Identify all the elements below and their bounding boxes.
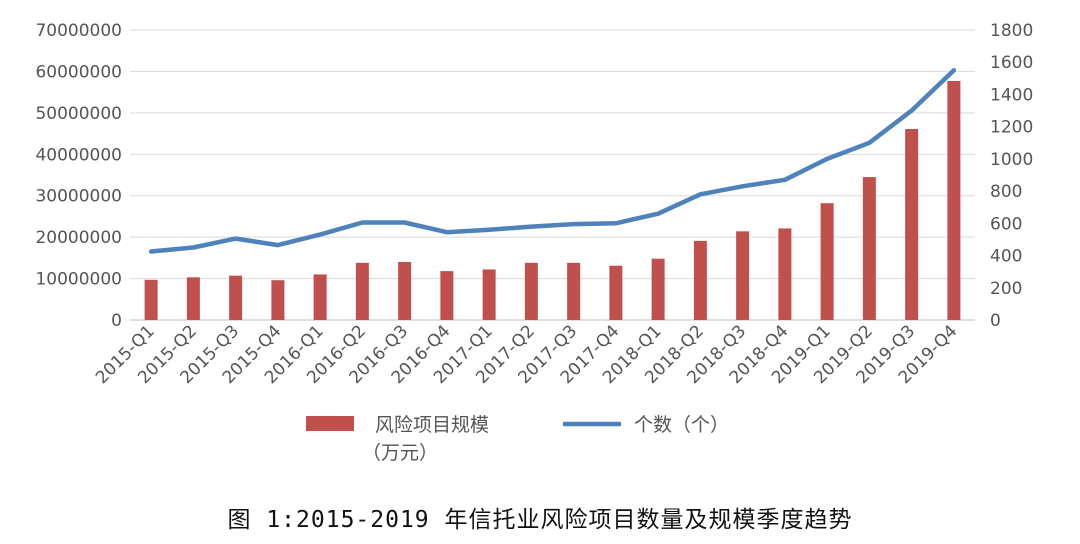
legend-line-label: 个数（个） [634, 414, 729, 436]
bar [862, 177, 876, 320]
left-tick-label: 70000000 [35, 21, 122, 41]
bar [609, 265, 623, 320]
bar [567, 262, 581, 320]
right-tick-label: 1600 [990, 53, 1033, 73]
left-tick-label: 20000000 [35, 228, 122, 248]
right-axis-ticks: 0 200 400 600 800 1000 1200 1400 1600 1800 [990, 21, 1033, 331]
bar [947, 80, 961, 320]
bar [355, 262, 369, 320]
legend-bar-label-unit: （万元） [362, 442, 438, 464]
bar [820, 203, 834, 320]
bar [651, 258, 665, 320]
right-tick-label: 800 [990, 182, 1022, 202]
bar [271, 280, 285, 320]
gridlines [130, 29, 975, 321]
legend: 风险项目规模 （万元） 个数（个） [306, 414, 729, 464]
bar [440, 271, 454, 320]
right-tick-label: 0 [990, 311, 1001, 331]
bar [524, 262, 538, 320]
left-tick-label: 40000000 [35, 145, 122, 165]
dual-axis-chart: 0 10000000 20000000 30000000 40000000 5000000… [35, 21, 1033, 464]
right-tick-label: 200 [990, 279, 1022, 299]
right-tick-label: 1200 [990, 118, 1033, 138]
left-axis-ticks: 0 10000000 20000000 30000000 40000000 5000000… [35, 21, 122, 331]
legend-bar-swatch [306, 416, 354, 431]
figure-caption: 图 1:2015-2019 年信托业风险项目数量及规模季度趋势 [227, 507, 853, 533]
left-tick-label: 0 [111, 311, 122, 331]
bar [229, 275, 243, 320]
x-axis-ticks: 2015-Q12015-Q22015-Q32015-Q42016-Q12016-… [92, 321, 961, 388]
right-tick-label: 600 [990, 214, 1022, 234]
line-series-count [148, 68, 957, 254]
right-tick-label: 1400 [990, 85, 1033, 105]
legend-bar-label: 风险项目规模 [375, 414, 489, 436]
left-tick-label: 30000000 [35, 187, 122, 207]
left-tick-label: 10000000 [35, 270, 122, 290]
bar-series [144, 80, 961, 320]
bar [778, 228, 792, 320]
bar [313, 274, 327, 320]
left-tick-label: 50000000 [35, 104, 122, 124]
right-tick-label: 1800 [990, 21, 1033, 41]
bar [736, 231, 750, 320]
right-tick-label: 400 [990, 247, 1022, 267]
bar [398, 262, 412, 320]
bar [482, 269, 496, 320]
left-tick-label: 60000000 [35, 62, 122, 82]
bar [693, 240, 707, 320]
bar [905, 129, 919, 320]
right-tick-label: 1000 [990, 150, 1033, 170]
bar [186, 277, 200, 320]
bar [144, 279, 158, 320]
